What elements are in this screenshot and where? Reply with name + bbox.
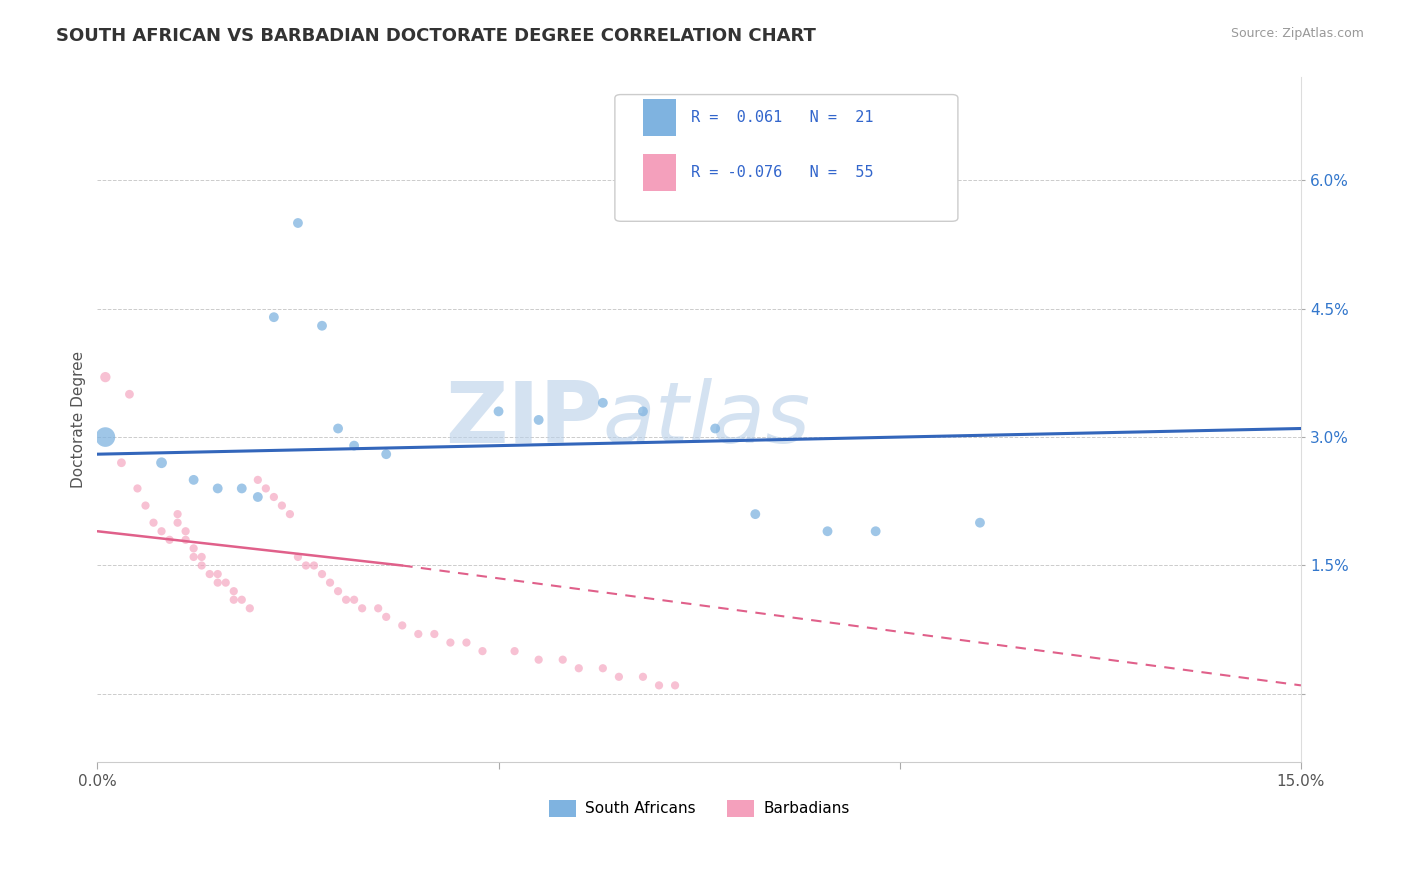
Point — [190, 558, 212, 573]
Point — [648, 678, 671, 692]
Point — [118, 387, 141, 401]
Point — [744, 507, 766, 521]
Point — [222, 592, 245, 607]
Point — [215, 575, 238, 590]
Point — [326, 421, 349, 435]
Text: ZIP: ZIP — [446, 378, 603, 461]
Point — [295, 558, 318, 573]
Point — [367, 601, 389, 615]
Point — [127, 482, 149, 496]
Point — [488, 404, 510, 418]
Point — [287, 549, 309, 564]
Point — [263, 490, 285, 504]
Point — [375, 610, 398, 624]
Point — [631, 404, 654, 418]
Point — [335, 592, 357, 607]
Point — [94, 430, 117, 444]
Point — [207, 575, 229, 590]
Point — [423, 627, 446, 641]
Point — [166, 516, 188, 530]
Text: R = -0.076   N =  55: R = -0.076 N = 55 — [690, 165, 873, 180]
Point — [183, 541, 205, 556]
Point — [375, 447, 398, 461]
Point — [183, 549, 205, 564]
Point — [311, 567, 333, 582]
Point — [183, 473, 205, 487]
Point — [239, 601, 262, 615]
Point — [527, 413, 550, 427]
Point — [503, 644, 526, 658]
Point — [263, 310, 285, 325]
Point — [607, 670, 630, 684]
Point — [439, 635, 461, 649]
Point — [254, 482, 277, 496]
Point — [391, 618, 413, 632]
Point — [159, 533, 181, 547]
Legend: South Africans, Barbadians: South Africans, Barbadians — [543, 793, 856, 823]
Point — [527, 653, 550, 667]
Point — [664, 678, 686, 692]
Point — [94, 370, 117, 384]
Point — [142, 516, 165, 530]
Point — [278, 507, 301, 521]
Point — [343, 592, 366, 607]
Point — [592, 396, 614, 410]
Point — [319, 575, 342, 590]
Text: R =  0.061   N =  21: R = 0.061 N = 21 — [690, 110, 873, 125]
Point — [246, 490, 269, 504]
Point — [166, 507, 188, 521]
Point — [817, 524, 839, 539]
Point — [150, 524, 173, 539]
Point — [174, 524, 197, 539]
Point — [198, 567, 221, 582]
Point — [969, 516, 991, 530]
Point — [551, 653, 574, 667]
Point — [207, 482, 229, 496]
Point — [231, 482, 253, 496]
Point — [592, 661, 614, 675]
Point — [207, 567, 229, 582]
Point — [270, 499, 292, 513]
Point — [352, 601, 374, 615]
Point — [302, 558, 325, 573]
Point — [704, 421, 727, 435]
Point — [134, 499, 156, 513]
Point — [408, 627, 430, 641]
Y-axis label: Doctorate Degree: Doctorate Degree — [72, 351, 86, 489]
FancyBboxPatch shape — [643, 99, 676, 136]
Text: SOUTH AFRICAN VS BARBADIAN DOCTORATE DEGREE CORRELATION CHART: SOUTH AFRICAN VS BARBADIAN DOCTORATE DEG… — [56, 27, 815, 45]
Point — [222, 584, 245, 599]
Point — [631, 670, 654, 684]
Point — [150, 456, 173, 470]
Point — [326, 584, 349, 599]
FancyBboxPatch shape — [643, 153, 676, 192]
Text: Source: ZipAtlas.com: Source: ZipAtlas.com — [1230, 27, 1364, 40]
Text: atlas: atlas — [603, 378, 811, 461]
Point — [246, 473, 269, 487]
Point — [287, 216, 309, 230]
Point — [311, 318, 333, 333]
Point — [471, 644, 494, 658]
Point — [110, 456, 132, 470]
Point — [231, 592, 253, 607]
Point — [343, 439, 366, 453]
FancyBboxPatch shape — [614, 95, 957, 221]
Point — [190, 549, 212, 564]
Point — [456, 635, 478, 649]
Point — [568, 661, 591, 675]
Point — [174, 533, 197, 547]
Point — [865, 524, 887, 539]
